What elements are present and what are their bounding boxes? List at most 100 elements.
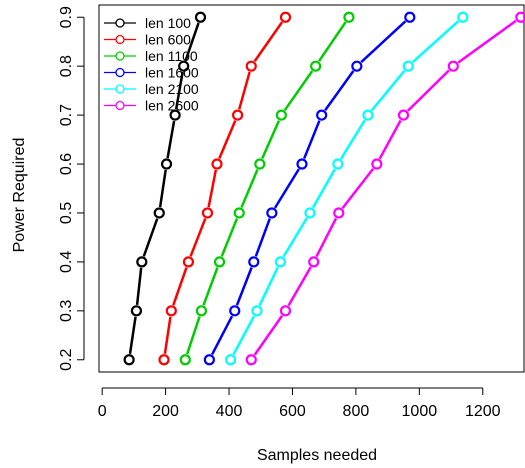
data-point: [296, 158, 308, 170]
data-point: [447, 60, 459, 72]
series-line-segment: [339, 119, 366, 160]
plot-area-frame: [98, 4, 525, 373]
data-point: [333, 207, 345, 219]
series-line-segment: [360, 20, 407, 64]
y-tick-label: 0.3: [58, 300, 75, 322]
series-line-segment: [370, 70, 406, 112]
data-point: [229, 305, 241, 317]
x-tick-label: 0: [98, 403, 107, 420]
data-point: [515, 11, 525, 23]
data-point: [332, 158, 344, 170]
y-axis-label: Power Required: [11, 138, 28, 253]
data-point: [254, 158, 266, 170]
y-tick-label: 0.7: [58, 104, 75, 126]
series-line-segment: [207, 169, 218, 208]
data-point: [169, 109, 181, 121]
data-point: [371, 158, 383, 170]
legend-marker: [115, 18, 125, 28]
data-point: [123, 354, 135, 366]
series-line-segment: [174, 71, 184, 110]
data-point: [457, 11, 469, 23]
data-point: [153, 207, 165, 219]
series-line-segment: [172, 267, 188, 306]
data-point: [213, 256, 226, 268]
series-line-segment: [158, 169, 167, 208]
data-point: [165, 305, 177, 317]
data-point: [195, 305, 208, 317]
data-point: [310, 60, 322, 72]
series-line-segment: [184, 22, 200, 61]
data-point: [225, 354, 237, 366]
series-line-segment: [220, 218, 239, 257]
series-line-segment: [189, 218, 207, 257]
y-tick-label: 0.6: [58, 153, 75, 175]
data-point: [274, 256, 287, 268]
data-point: [248, 256, 260, 268]
y-axis: 0.2 0.3 0.4 0.5 0.6 0.7 0.8 0.9: [58, 6, 85, 371]
series-line-segment: [232, 315, 256, 356]
series-line-segment: [166, 120, 176, 159]
data-point: [351, 60, 363, 72]
x-tick-label: 600: [279, 403, 306, 420]
legend-label: len 600: [145, 32, 191, 48]
series-line-segment: [258, 266, 279, 306]
legend-item: len 1600: [104, 65, 199, 81]
data-point: [275, 109, 287, 121]
data-point: [397, 109, 410, 121]
data-point: [136, 256, 148, 268]
series-line-segment: [282, 217, 308, 258]
legend-marker: [115, 100, 125, 111]
x-tick-label: 200: [152, 403, 179, 420]
x-axis-label: Samples needed: [257, 447, 377, 464]
series-line-segment: [218, 120, 237, 159]
data-point: [279, 305, 292, 317]
series-line-segment: [324, 70, 355, 111]
legend-item: len 600: [104, 32, 191, 48]
x-axis: 0 200 400 600 800 1000 1200: [98, 387, 501, 420]
series-line-segment: [253, 21, 284, 62]
series-line-segment: [406, 69, 450, 112]
data-point: [279, 11, 292, 23]
series-layer: [123, 11, 525, 366]
series-line-segment: [283, 70, 314, 111]
data-point: [211, 158, 223, 170]
series-len-600: [158, 11, 292, 366]
series-len-1100: [179, 11, 355, 366]
data-point: [343, 11, 355, 23]
series-line-segment: [341, 168, 375, 209]
series-line-segment: [261, 120, 281, 160]
data-point: [245, 354, 257, 366]
legend-label: len 100: [145, 15, 191, 31]
series-line-segment: [315, 217, 338, 258]
x-tick-label: 1200: [465, 403, 501, 420]
series-line-segment: [317, 21, 347, 62]
data-point: [201, 207, 214, 219]
series-len-1600: [203, 11, 416, 366]
y-tick-label: 0.4: [58, 251, 75, 273]
data-point: [362, 109, 374, 121]
series-line-segment: [238, 71, 251, 110]
x-tick-label: 1000: [402, 403, 438, 420]
data-point: [179, 354, 191, 366]
series-line-segment: [202, 267, 219, 306]
legend-label: len 2600: [145, 98, 199, 114]
series-line-segment: [254, 218, 271, 257]
data-point: [304, 207, 316, 219]
legend-item: len 100: [104, 15, 191, 31]
y-tick-label: 0.5: [58, 202, 75, 224]
data-point: [404, 11, 416, 23]
legend-marker: [115, 51, 125, 61]
data-point: [178, 60, 190, 72]
series-len-2600: [245, 11, 525, 366]
series-line-segment: [411, 20, 460, 64]
data-point: [130, 305, 143, 317]
data-point: [160, 158, 173, 170]
series-line-segment: [287, 266, 312, 307]
series-line-segment: [142, 218, 159, 257]
data-point: [158, 354, 170, 366]
series-line-segment: [457, 19, 517, 64]
series-line-segment: [211, 315, 234, 356]
legend-item: len 1100: [104, 48, 198, 64]
